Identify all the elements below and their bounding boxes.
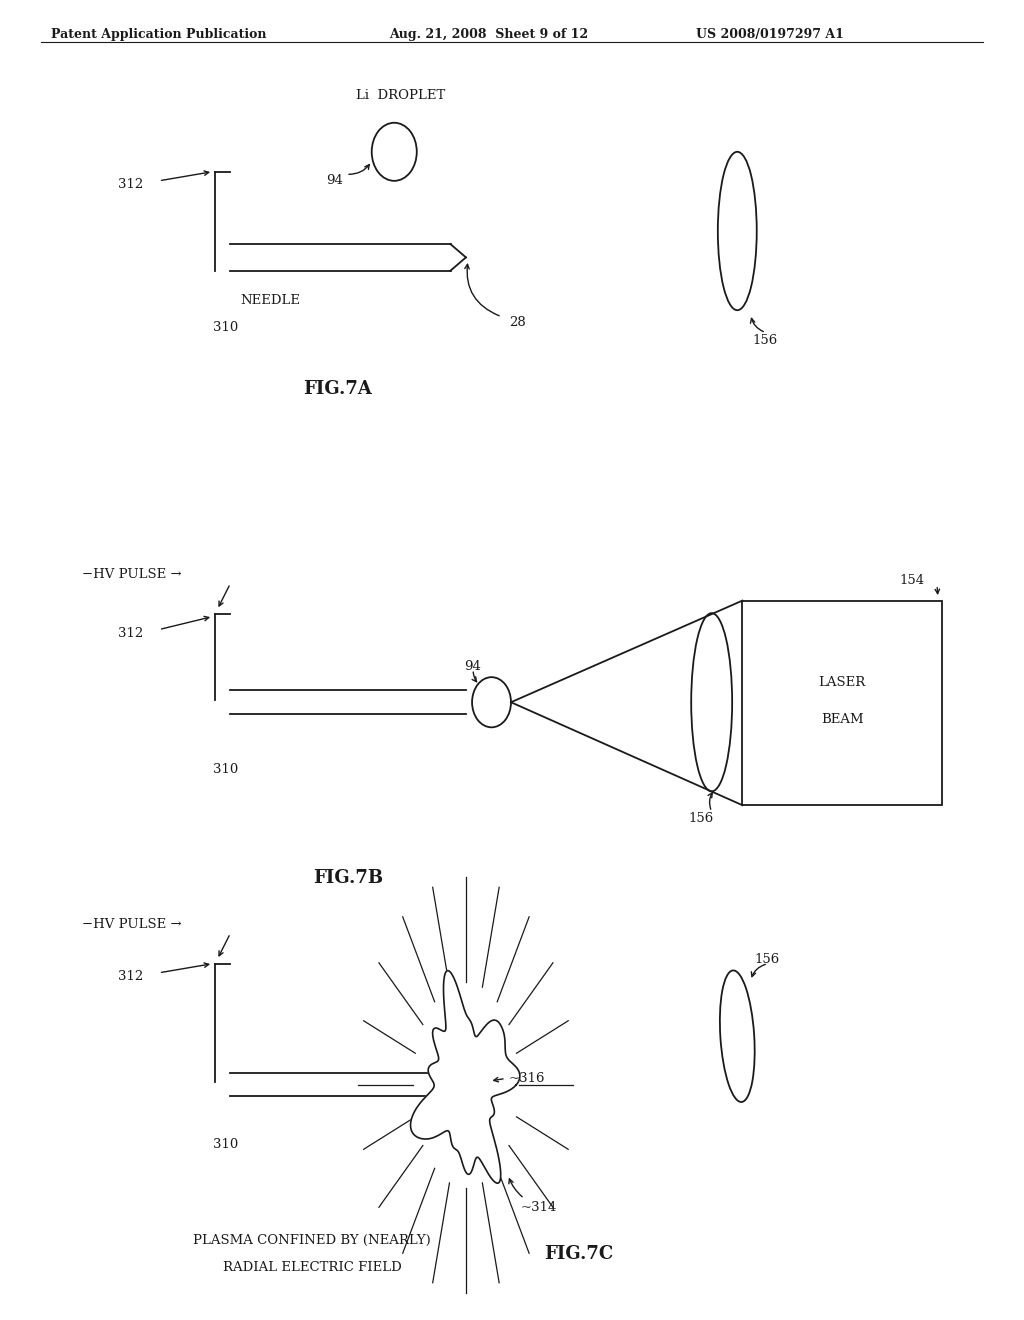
Bar <box>742 601 942 805</box>
Text: Li  DROPLET: Li DROPLET <box>356 88 445 102</box>
Text: LASER: LASER <box>818 676 866 689</box>
Text: 312: 312 <box>118 178 143 191</box>
Text: −HV PULSE →: −HV PULSE → <box>82 568 181 581</box>
Text: BEAM: BEAM <box>821 713 863 726</box>
Text: 156: 156 <box>688 812 714 825</box>
Text: 312: 312 <box>118 627 143 640</box>
Text: FIG.7B: FIG.7B <box>313 869 383 887</box>
Text: US 2008/0197297 A1: US 2008/0197297 A1 <box>696 28 844 41</box>
Text: RADIAL ELECTRIC FIELD: RADIAL ELECTRIC FIELD <box>223 1261 401 1274</box>
Text: 310: 310 <box>213 1138 239 1151</box>
Text: 154: 154 <box>899 574 925 587</box>
Text: 310: 310 <box>213 763 239 776</box>
Text: 28: 28 <box>509 315 525 329</box>
Text: FIG.7C: FIG.7C <box>544 1245 613 1263</box>
Text: Aug. 21, 2008  Sheet 9 of 12: Aug. 21, 2008 Sheet 9 of 12 <box>389 28 588 41</box>
Text: PLASMA CONFINED BY (NEARLY): PLASMA CONFINED BY (NEARLY) <box>194 1234 431 1247</box>
Text: 156: 156 <box>755 953 780 966</box>
Text: FIG.7A: FIG.7A <box>303 380 373 399</box>
Polygon shape <box>411 970 520 1183</box>
Text: ~316: ~316 <box>509 1072 546 1085</box>
Text: 310: 310 <box>213 321 239 334</box>
Text: 94: 94 <box>326 174 342 187</box>
Text: Patent Application Publication: Patent Application Publication <box>51 28 266 41</box>
Text: ~314: ~314 <box>520 1201 557 1214</box>
Text: NEEDLE: NEEDLE <box>241 294 301 308</box>
Text: −HV PULSE →: −HV PULSE → <box>82 917 181 931</box>
Text: 312: 312 <box>118 970 143 983</box>
Text: 94: 94 <box>464 660 480 673</box>
Text: 156: 156 <box>753 334 778 347</box>
